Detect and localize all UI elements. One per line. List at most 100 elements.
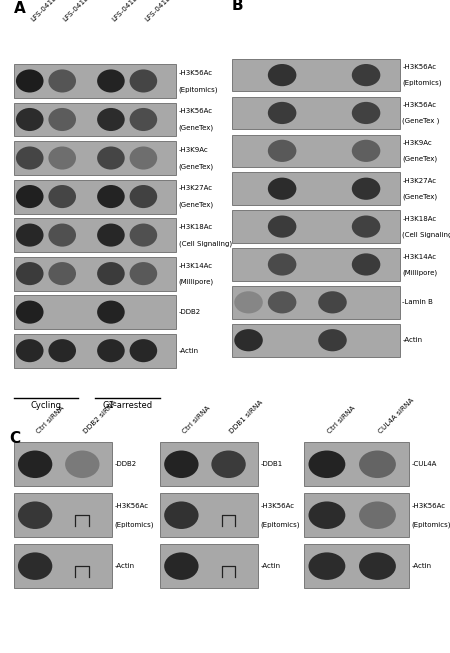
Text: Ctrl siRNA: Ctrl siRNA (35, 404, 65, 434)
Bar (14, 442, 112, 486)
Bar (232, 286, 400, 319)
Ellipse shape (16, 300, 44, 324)
Text: -H3K56Ac: -H3K56Ac (261, 503, 295, 509)
Ellipse shape (49, 108, 76, 131)
Text: -Actin: -Actin (402, 337, 423, 343)
Ellipse shape (352, 102, 380, 124)
Ellipse shape (16, 223, 44, 247)
Text: (Epitomics): (Epitomics) (261, 522, 300, 528)
Ellipse shape (309, 451, 345, 478)
Bar (14, 493, 112, 537)
Ellipse shape (49, 185, 76, 208)
Text: -DDB1: -DDB1 (261, 461, 283, 468)
Ellipse shape (234, 291, 263, 313)
Text: (GeneTex ): (GeneTex ) (402, 118, 440, 124)
Text: (Millipore): (Millipore) (402, 270, 437, 276)
Ellipse shape (359, 451, 396, 478)
Ellipse shape (130, 108, 157, 131)
Text: G1-arrested: G1-arrested (102, 401, 152, 410)
Text: -H3K56Ac: -H3K56Ac (114, 503, 148, 509)
Bar (304, 442, 409, 486)
Text: LFS-041B: LFS-041B (62, 0, 90, 23)
Text: (Epitomics): (Epitomics) (179, 86, 218, 93)
Bar (14, 141, 176, 175)
Text: DDB2 siRNA: DDB2 siRNA (82, 398, 118, 434)
Text: (GeneTex): (GeneTex) (402, 194, 437, 200)
Bar (232, 210, 400, 243)
Text: -H3K27Ac: -H3K27Ac (179, 185, 213, 191)
Ellipse shape (234, 329, 263, 351)
Ellipse shape (49, 339, 76, 362)
Text: (Epitomics): (Epitomics) (412, 522, 450, 528)
Text: -H3K9Ac: -H3K9Ac (402, 140, 432, 146)
Ellipse shape (97, 223, 125, 247)
Bar (14, 218, 176, 252)
Ellipse shape (318, 329, 347, 351)
Text: Cycling: Cycling (31, 401, 62, 410)
Text: -H3K56Ac: -H3K56Ac (402, 64, 436, 70)
Text: -Actin: -Actin (114, 563, 135, 569)
Ellipse shape (97, 262, 125, 285)
Ellipse shape (268, 253, 297, 276)
Ellipse shape (212, 451, 246, 478)
Text: A: A (14, 1, 25, 16)
Ellipse shape (18, 502, 52, 529)
Text: (Epitomics): (Epitomics) (114, 522, 154, 528)
Ellipse shape (309, 502, 345, 529)
Ellipse shape (352, 64, 380, 86)
Text: Ctrl siRNA: Ctrl siRNA (327, 404, 357, 434)
Bar (160, 544, 258, 588)
Ellipse shape (164, 502, 198, 529)
Text: (Cell Signaling): (Cell Signaling) (402, 232, 450, 238)
Text: -Lamin B: -Lamin B (402, 299, 433, 306)
Bar (14, 103, 176, 136)
Bar (232, 59, 400, 91)
Text: LFS-041B+DDB2: LFS-041B+DDB2 (111, 0, 158, 23)
Ellipse shape (268, 102, 297, 124)
Text: -DDB2: -DDB2 (114, 461, 137, 468)
Ellipse shape (359, 552, 396, 580)
Bar (14, 64, 176, 98)
Ellipse shape (268, 140, 297, 162)
Ellipse shape (164, 552, 198, 580)
Ellipse shape (65, 451, 99, 478)
Ellipse shape (18, 451, 52, 478)
Text: (GeneTex): (GeneTex) (179, 125, 214, 131)
Ellipse shape (130, 223, 157, 247)
Bar (232, 97, 400, 129)
Text: LFS-041B: LFS-041B (144, 0, 172, 23)
Ellipse shape (18, 552, 52, 580)
Bar (14, 334, 176, 368)
Text: (GeneTex): (GeneTex) (402, 156, 437, 162)
Ellipse shape (97, 108, 125, 131)
Ellipse shape (97, 69, 125, 93)
Text: (GeneTex): (GeneTex) (179, 163, 214, 170)
Ellipse shape (268, 291, 297, 313)
Ellipse shape (49, 69, 76, 93)
Ellipse shape (49, 223, 76, 247)
Ellipse shape (164, 451, 198, 478)
Text: -CUL4A: -CUL4A (412, 461, 437, 468)
Bar (14, 180, 176, 214)
Bar (232, 324, 400, 357)
Ellipse shape (16, 108, 44, 131)
Text: -H3K18Ac: -H3K18Ac (402, 215, 436, 222)
Text: -H3K9Ac: -H3K9Ac (179, 147, 208, 153)
Text: (Millipore): (Millipore) (179, 279, 214, 285)
Text: -H3K56Ac: -H3K56Ac (179, 70, 213, 76)
Ellipse shape (130, 339, 157, 362)
Ellipse shape (97, 300, 125, 324)
Text: (Cell Signaling): (Cell Signaling) (179, 240, 232, 247)
Bar (232, 135, 400, 167)
Text: CUL4A siRNA: CUL4A siRNA (378, 396, 415, 434)
Bar (232, 172, 400, 205)
Ellipse shape (49, 262, 76, 285)
Text: C: C (9, 431, 20, 446)
Ellipse shape (359, 502, 396, 529)
Text: LFS-041B+DDB2: LFS-041B+DDB2 (30, 0, 77, 23)
Text: (GeneTex): (GeneTex) (179, 202, 214, 208)
Text: -Actin: -Actin (412, 563, 432, 569)
Ellipse shape (352, 140, 380, 162)
Bar (304, 544, 409, 588)
Text: -H3K27Ac: -H3K27Ac (402, 178, 436, 184)
